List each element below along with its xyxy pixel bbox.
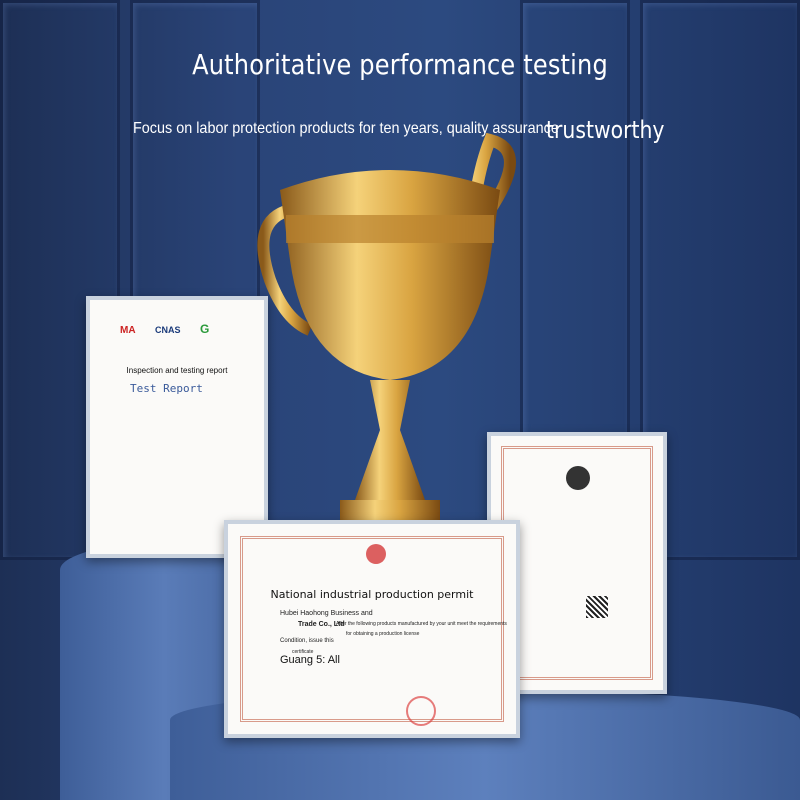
permit-scope: Guang 5: All xyxy=(280,654,340,666)
permit-company: Hubei Haohong Business and xyxy=(280,610,373,617)
stamp-icon xyxy=(406,696,436,726)
permit-body-2: for obtaining a production license xyxy=(346,631,420,637)
permit-company-tail: Trade Co., Ltd xyxy=(298,621,345,628)
report-heading: Inspection and testing report xyxy=(126,366,228,375)
seal-icon xyxy=(566,466,590,490)
wall-panel xyxy=(0,0,120,560)
g-logo: G xyxy=(200,322,210,336)
report-title: Test Report xyxy=(130,382,203,395)
permit-condition: Condition, issue this xyxy=(280,638,334,644)
permit-certificate-word: certificate xyxy=(292,649,314,655)
permit-body-1: After the following products manufacture… xyxy=(336,621,507,627)
headline: Authoritative performance testing xyxy=(192,48,608,81)
permit-certificate: National industrial production permit Hu… xyxy=(224,520,520,738)
cma-logo: MA xyxy=(120,325,136,336)
emblem-icon xyxy=(366,544,386,564)
report-certificate: MA CNAS G Inspection and testing report … xyxy=(86,296,268,558)
qr-code-icon xyxy=(586,596,608,618)
wall-panel xyxy=(640,0,800,560)
trophy-icon xyxy=(257,132,516,520)
cnas-logo: CNAS xyxy=(155,325,181,335)
permit-title: National industrial production permit xyxy=(270,588,474,601)
subline-tail: trustworthy xyxy=(546,116,665,144)
subline: Focus on labor protection products for t… xyxy=(133,120,559,137)
